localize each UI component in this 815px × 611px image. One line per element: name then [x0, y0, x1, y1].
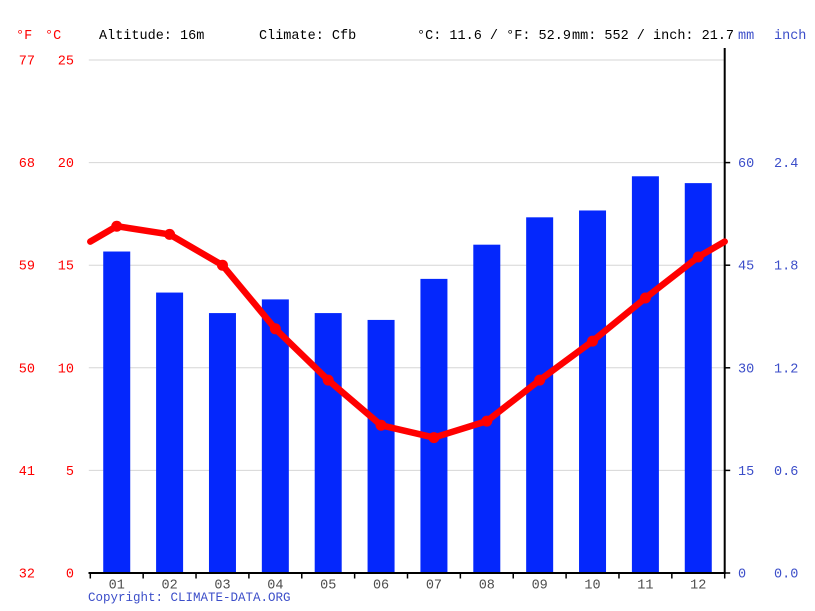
right-axis-inch-label: 0.0 [774, 568, 798, 583]
precip-bar-05 [314, 313, 342, 573]
inch-unit-label: inch [774, 29, 807, 44]
left-axis-fahrenheit-label: 50 [19, 362, 35, 377]
precip-bar-10 [579, 210, 607, 574]
temperature-point-01 [111, 220, 123, 232]
left-axis-fahrenheit-label: 77 [19, 55, 35, 70]
right-axis-mm-label: 30 [738, 362, 754, 377]
month-label: 02 [161, 579, 177, 594]
month-label: 07 [426, 579, 442, 594]
month-label: 04 [267, 579, 283, 594]
temperature-point-02 [164, 228, 176, 240]
right-axis-mm-label: 15 [738, 465, 754, 480]
left-axis-fahrenheit-label: 59 [19, 260, 35, 275]
precip-bar-04 [261, 299, 289, 573]
left-axis-celsius-label: 5 [66, 465, 74, 480]
altitude-label: Altitude: 16m [99, 29, 205, 44]
month-label: 01 [109, 579, 125, 594]
precip-bar-12 [684, 183, 712, 573]
right-axis-inch-label: 1.2 [774, 362, 798, 377]
temperature-point-04 [269, 323, 281, 335]
precip-bar-09 [526, 217, 554, 573]
right-axis-inch-label: 2.4 [774, 157, 798, 172]
precip-bar-08 [473, 244, 501, 573]
precip-bar-07 [420, 278, 448, 573]
temperature-point-11 [639, 292, 651, 304]
left-axis-celsius-label: 20 [58, 157, 74, 172]
month-label: 09 [532, 579, 548, 594]
temperature-point-09 [534, 374, 546, 386]
temperature-point-06 [375, 419, 387, 431]
precip-bar-11 [631, 176, 659, 573]
right-axis-inch-label: 0.6 [774, 465, 798, 480]
temperature-point-10 [587, 335, 599, 347]
precip-bar-02 [156, 292, 184, 573]
annual-precip-label: mm: 552 / inch: 21.7 [572, 29, 735, 44]
left-axis-fahrenheit-label: 32 [19, 568, 35, 583]
fahrenheit-unit-label: °F [16, 29, 33, 44]
celsius-unit-label: °C [45, 29, 62, 44]
right-axis-mm-label: 45 [738, 260, 754, 275]
copyright-text: Copyright: CLIMATE-DATA.ORG [88, 591, 291, 605]
mm-unit-label: mm [738, 29, 755, 44]
left-axis-celsius-label: 10 [58, 362, 74, 377]
precip-bar-03 [208, 313, 236, 573]
left-axis-celsius-label: 25 [58, 55, 74, 70]
left-axis-celsius-label: 15 [58, 260, 74, 275]
temperature-point-07 [428, 432, 440, 444]
month-label: 03 [214, 579, 230, 594]
month-label: 11 [637, 579, 653, 594]
left-axis-fahrenheit-label: 68 [19, 157, 35, 172]
temperature-point-03 [216, 259, 228, 271]
temperature-point-12 [692, 251, 704, 263]
avg-temperature-label: °C: 11.6 / °F: 52.9 [417, 29, 571, 44]
precip-bar-01 [103, 251, 131, 573]
left-axis-celsius-label: 0 [66, 568, 74, 583]
right-axis-mm-label: 0 [738, 568, 746, 583]
temperature-line [87, 222, 728, 441]
month-label: 08 [479, 579, 495, 594]
temperature-point-08 [481, 415, 493, 427]
precip-bar-06 [367, 319, 395, 573]
right-axis-mm-label: 60 [738, 157, 754, 172]
left-axis-fahrenheit-label: 41 [19, 465, 35, 480]
month-label: 12 [690, 579, 706, 594]
right-axis-inch-label: 1.8 [774, 260, 798, 275]
month-label: 10 [584, 579, 600, 594]
month-label: 05 [320, 579, 336, 594]
temperature-point-05 [322, 374, 334, 386]
climate-class-label: Climate: Cfb [259, 29, 357, 44]
month-label: 06 [373, 579, 389, 594]
